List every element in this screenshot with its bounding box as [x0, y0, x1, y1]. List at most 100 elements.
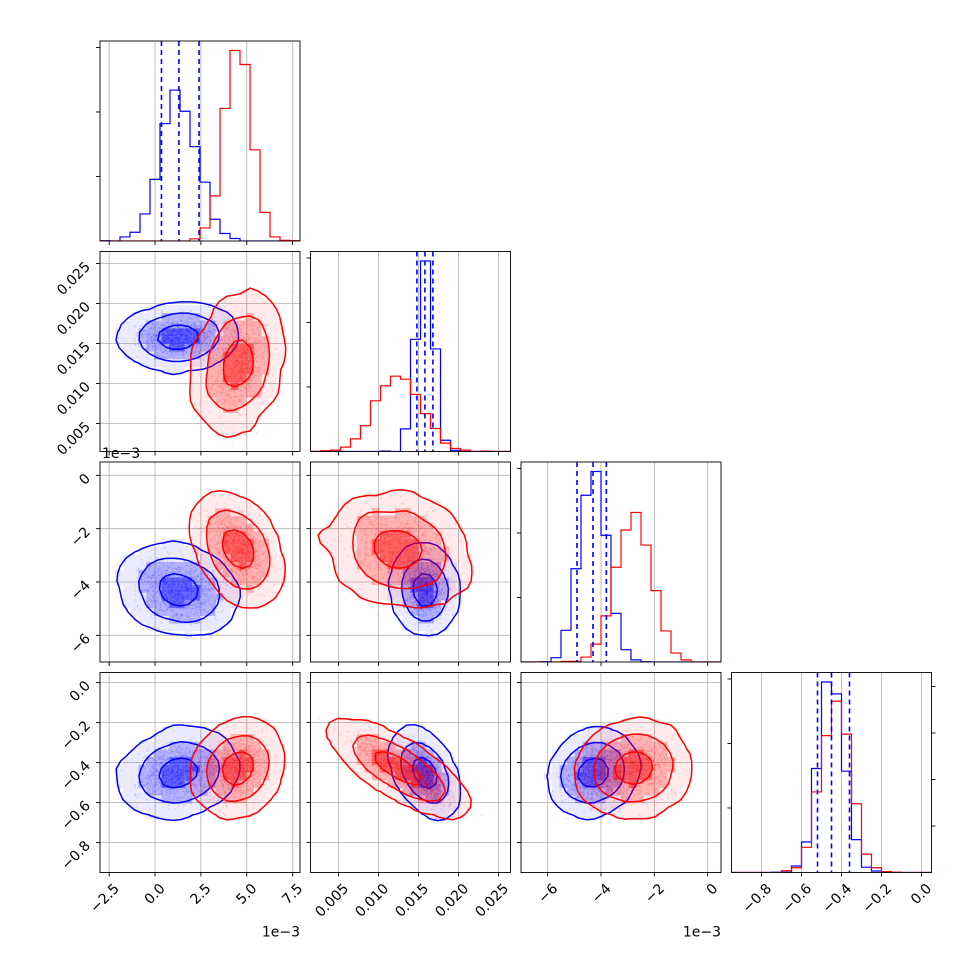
- density-cell: [146, 623, 154, 632]
- point: [252, 342, 255, 345]
- density-cell: [192, 351, 200, 360]
- point: [211, 393, 214, 396]
- point: [253, 350, 256, 353]
- point: [206, 401, 208, 403]
- point: [159, 334, 162, 337]
- point: [155, 347, 158, 349]
- point: [230, 397, 232, 400]
- point: [203, 621, 206, 623]
- point: [231, 400, 234, 403]
- point: [156, 348, 158, 351]
- density-cell: [130, 600, 139, 609]
- point: [209, 357, 212, 360]
- point: [219, 363, 222, 366]
- density-cell: [200, 320, 208, 329]
- density-cell: [146, 546, 154, 555]
- density-cell: [276, 320, 285, 329]
- point: [229, 329, 232, 332]
- point: [150, 582, 153, 585]
- point: [204, 332, 207, 334]
- point: [178, 571, 181, 574]
- point: [244, 333, 247, 336]
- point: [196, 605, 199, 608]
- point: [266, 323, 269, 326]
- point: [239, 341, 241, 343]
- density-cell: [176, 366, 185, 375]
- density-cell: [207, 405, 216, 413]
- point: [190, 324, 192, 327]
- point: [263, 361, 265, 364]
- density-cell: [269, 359, 277, 367]
- point: [247, 337, 250, 340]
- point: [154, 601, 157, 604]
- point: [155, 583, 158, 585]
- point: [220, 373, 223, 375]
- density-cell: [215, 554, 224, 562]
- point: [225, 384, 227, 386]
- point: [146, 319, 148, 321]
- point: [222, 388, 224, 391]
- point: [164, 324, 167, 327]
- density-cell: [215, 305, 224, 313]
- point: [199, 325, 202, 328]
- point: [201, 590, 204, 593]
- point: [152, 342, 155, 345]
- density-cell: [176, 615, 185, 624]
- point: [214, 361, 217, 364]
- point: [221, 392, 223, 394]
- point: [191, 607, 194, 610]
- point: [147, 331, 150, 333]
- point: [151, 576, 154, 579]
- point: [189, 317, 192, 319]
- point: [252, 327, 255, 330]
- point: [213, 366, 216, 368]
- point: [202, 332, 205, 335]
- density-cell: [169, 592, 177, 601]
- point: [241, 311, 244, 313]
- point: [208, 326, 211, 329]
- point: [155, 340, 158, 343]
- density-cell: [176, 623, 185, 632]
- point: [215, 577, 218, 580]
- point: [239, 331, 242, 334]
- point: [238, 336, 241, 339]
- point: [179, 318, 182, 321]
- point: [253, 394, 255, 397]
- point: [155, 335, 158, 338]
- point: [248, 382, 251, 384]
- density-cell: [215, 405, 224, 413]
- point: [225, 331, 228, 333]
- point: [216, 359, 218, 362]
- density-cell: [261, 305, 270, 313]
- point: [214, 603, 217, 605]
- density-cell: [169, 615, 177, 624]
- density-cell: [276, 336, 285, 344]
- point: [174, 575, 176, 577]
- density-cell: [215, 366, 224, 375]
- point: [252, 332, 255, 335]
- point: [195, 344, 198, 347]
- density-cell: [230, 592, 239, 601]
- point: [198, 401, 201, 404]
- point: [200, 338, 203, 340]
- density-cell: [153, 313, 162, 321]
- point: [206, 336, 209, 339]
- point: [135, 334, 137, 336]
- density-cell: [161, 328, 170, 337]
- density-cell: [230, 297, 239, 306]
- point: [216, 594, 219, 597]
- point: [206, 338, 209, 341]
- point: [273, 329, 276, 331]
- point: [158, 593, 161, 595]
- density-cell: [253, 328, 262, 337]
- point: [245, 339, 248, 342]
- point: [134, 586, 137, 589]
- point: [205, 354, 208, 357]
- density-cell: [184, 305, 193, 313]
- point: [182, 326, 185, 328]
- density-cell: [215, 600, 224, 609]
- density-cell: [146, 577, 154, 586]
- point: [199, 340, 202, 343]
- point: [235, 323, 238, 325]
- point: [146, 332, 149, 334]
